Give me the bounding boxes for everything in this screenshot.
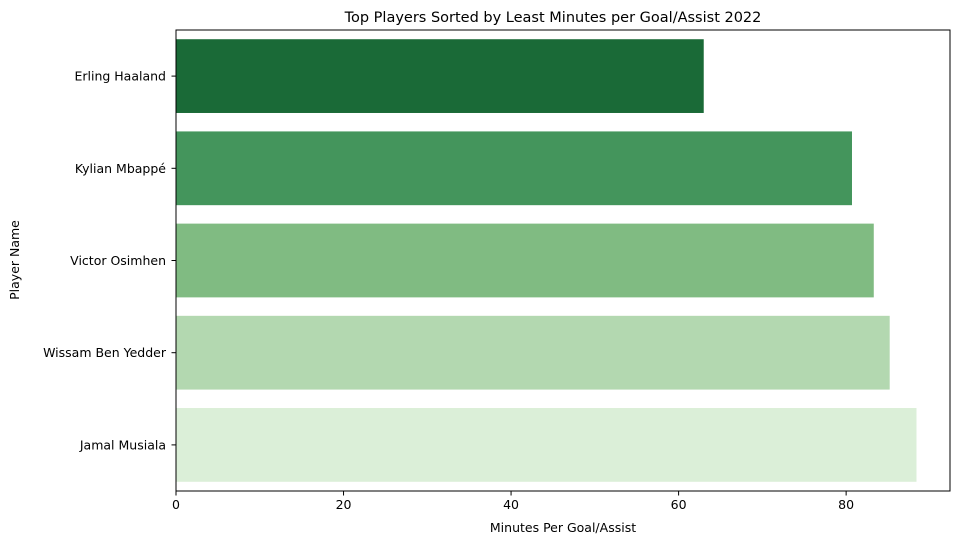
y-axis-label: Player Name [7,220,22,300]
x-tick-label-4: 80 [838,497,854,512]
y-tick-label-2: Victor Osimhen [70,253,166,268]
chart-title: Top Players Sorted by Least Minutes per … [344,10,762,26]
y-tick-label-4: Jamal Musiala [79,437,166,452]
bar-2 [176,223,874,298]
bar-3 [176,315,890,390]
y-tick-label-0: Erling Haaland [74,69,166,84]
x-tick-label-1: 20 [336,497,352,512]
bar-4 [176,408,917,482]
x-tick-label-0: 0 [172,497,180,512]
x-axis-label: Minutes Per Goal/Assist [490,520,636,535]
y-tick-label-3: Wissam Ben Yedder [43,345,167,360]
y-tick-label-1: Kylian Mbappé [75,161,166,176]
x-axis-ticks: 0 20 40 60 80 [172,491,854,512]
x-tick-label-2: 40 [503,497,519,512]
bar-0 [176,39,704,113]
bars-group [176,39,917,482]
y-axis-ticks: Erling Haaland Kylian Mbappé Victor Osimhe… [43,69,176,452]
plot-area: 0 20 40 60 80 Erling Haaland Kylian Mbappé Vic… [43,29,951,512]
x-tick-label-3: 60 [671,497,687,512]
bar-1 [176,131,852,206]
